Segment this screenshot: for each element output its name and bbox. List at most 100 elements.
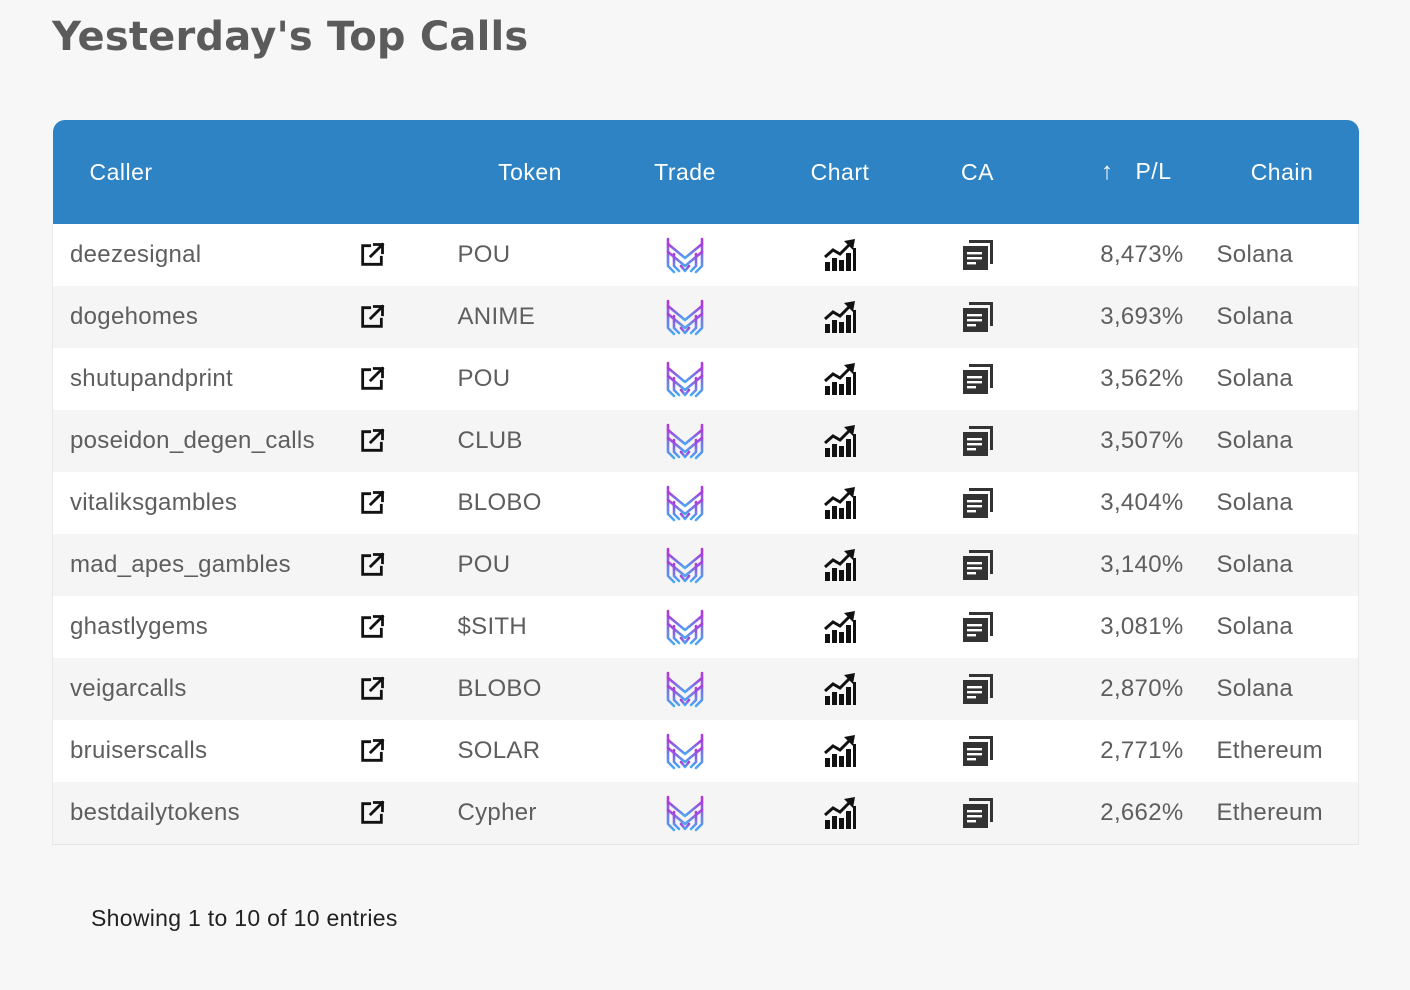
column-header-trade[interactable]: Trade xyxy=(654,158,716,185)
trade-logo-icon[interactable] xyxy=(665,299,705,336)
column-header-caller[interactable]: Caller xyxy=(89,158,153,185)
token-cell: Cypher xyxy=(457,782,603,845)
chain-cell: Solana xyxy=(1205,596,1359,658)
trade-logo-icon[interactable] xyxy=(665,671,705,708)
pl-cell: 3,140% xyxy=(1043,534,1206,596)
pl-value: 3,140% xyxy=(1100,551,1184,578)
bar-chart-trend-icon[interactable] xyxy=(823,611,857,643)
bar-chart-trend-icon[interactable] xyxy=(823,363,857,395)
external-link-icon[interactable] xyxy=(353,551,386,578)
external-link-icon[interactable] xyxy=(353,241,386,268)
bar-chart-trend-icon[interactable] xyxy=(823,239,857,271)
copy-document-icon[interactable] xyxy=(961,612,995,642)
copy-document-icon[interactable] xyxy=(961,550,995,580)
chain-name: Solana xyxy=(1216,427,1294,454)
sort-arrow-icon[interactable]: ↑ xyxy=(1100,158,1114,185)
table-row: shutupandprint POU xyxy=(52,348,1359,410)
external-link-icon[interactable] xyxy=(353,427,386,454)
chain-cell: Solana xyxy=(1205,472,1359,534)
caller-link-cell xyxy=(353,658,458,720)
column-header-ca[interactable]: CA xyxy=(961,158,994,185)
caller-cell: dogehomes xyxy=(52,286,353,348)
column-header-pl[interactable]: ↑ P/L xyxy=(1043,120,1206,224)
chart-cell xyxy=(768,472,913,534)
caller-name: ghastlygems xyxy=(70,613,209,640)
bar-chart-trend-icon[interactable] xyxy=(823,673,857,705)
trade-logo-icon[interactable] xyxy=(665,423,705,460)
trade-cell xyxy=(603,286,768,348)
copy-document-icon[interactable] xyxy=(961,426,995,456)
pl-cell: 2,771% xyxy=(1043,720,1206,782)
chart-cell xyxy=(768,534,913,596)
table-row: vitaliksgambles BLOBO xyxy=(52,472,1359,534)
trade-logo-icon[interactable] xyxy=(665,609,705,646)
copy-document-icon[interactable] xyxy=(961,797,995,828)
chain-name: Ethereum xyxy=(1216,737,1323,764)
caller-link-cell xyxy=(353,410,458,472)
chain-name: Solana xyxy=(1216,613,1294,640)
chain-cell: Solana xyxy=(1205,534,1359,596)
external-link-icon[interactable] xyxy=(353,613,386,640)
trade-logo-icon[interactable] xyxy=(665,795,705,832)
trade-cell xyxy=(603,534,768,596)
caller-name: deezesignal xyxy=(70,241,202,268)
copy-document-icon[interactable] xyxy=(961,240,995,270)
column-header-token[interactable]: Token xyxy=(498,158,562,185)
ca-cell xyxy=(913,596,1043,658)
caller-link-cell xyxy=(353,596,458,658)
trade-logo-icon[interactable] xyxy=(665,485,705,522)
external-link-icon[interactable] xyxy=(353,737,386,764)
chart-cell xyxy=(768,286,913,348)
token-symbol: BLOBO xyxy=(457,489,542,516)
copy-document-icon[interactable] xyxy=(961,302,995,332)
ca-cell xyxy=(913,720,1043,782)
trade-cell xyxy=(603,658,768,720)
external-link-icon[interactable] xyxy=(353,365,386,392)
pl-value: 3,507% xyxy=(1100,427,1184,454)
copy-document-icon[interactable] xyxy=(961,488,995,518)
trade-cell xyxy=(603,472,768,534)
bar-chart-trend-icon[interactable] xyxy=(823,796,857,829)
copy-document-icon[interactable] xyxy=(961,736,995,766)
column-header-chain[interactable]: Chain xyxy=(1250,158,1314,185)
caller-cell: bruiserscalls xyxy=(52,720,353,782)
table-row: dogehomes ANIME xyxy=(52,286,1359,348)
pl-cell: 3,404% xyxy=(1043,472,1206,534)
pl-cell: 3,562% xyxy=(1043,348,1206,410)
bar-chart-trend-icon[interactable] xyxy=(823,487,857,519)
trade-logo-icon[interactable] xyxy=(665,733,705,770)
trade-logo-icon[interactable] xyxy=(665,361,705,398)
trade-cell xyxy=(602,782,768,845)
external-link-icon[interactable] xyxy=(353,798,386,825)
trade-cell xyxy=(603,224,768,286)
trade-logo-icon[interactable] xyxy=(665,237,705,274)
bar-chart-trend-icon[interactable] xyxy=(823,301,857,333)
column-header-chart[interactable]: Chart xyxy=(810,158,870,185)
caller-cell: vitaliksgambles xyxy=(52,472,353,534)
token-cell: BLOBO xyxy=(458,472,603,534)
copy-document-icon[interactable] xyxy=(961,674,995,704)
bar-chart-trend-icon[interactable] xyxy=(823,735,857,767)
chain-cell: Solana xyxy=(1205,410,1359,472)
external-link-icon[interactable] xyxy=(353,303,386,330)
pl-cell: 2,662% xyxy=(1042,782,1206,845)
caller-name: poseidon_degen_calls xyxy=(70,427,315,454)
copy-document-icon[interactable] xyxy=(961,364,995,394)
token-symbol: POU xyxy=(457,551,511,578)
caller-name: bestdailytokens xyxy=(70,798,240,826)
token-symbol: ANIME xyxy=(457,303,536,330)
ca-cell xyxy=(913,472,1043,534)
caller-name: vitaliksgambles xyxy=(70,489,238,516)
token-symbol: BLOBO xyxy=(457,675,542,702)
external-link-icon[interactable] xyxy=(353,489,386,516)
token-symbol: CLUB xyxy=(457,427,523,454)
bar-chart-trend-icon[interactable] xyxy=(823,549,857,581)
caller-link-cell xyxy=(352,782,458,845)
chart-cell xyxy=(768,348,913,410)
bar-chart-trend-icon[interactable] xyxy=(823,425,857,457)
token-cell: ANIME xyxy=(458,286,603,348)
external-link-icon[interactable] xyxy=(353,675,386,702)
pl-cell: 3,081% xyxy=(1043,596,1206,658)
trade-logo-icon[interactable] xyxy=(665,547,705,584)
caller-link-cell xyxy=(353,348,458,410)
